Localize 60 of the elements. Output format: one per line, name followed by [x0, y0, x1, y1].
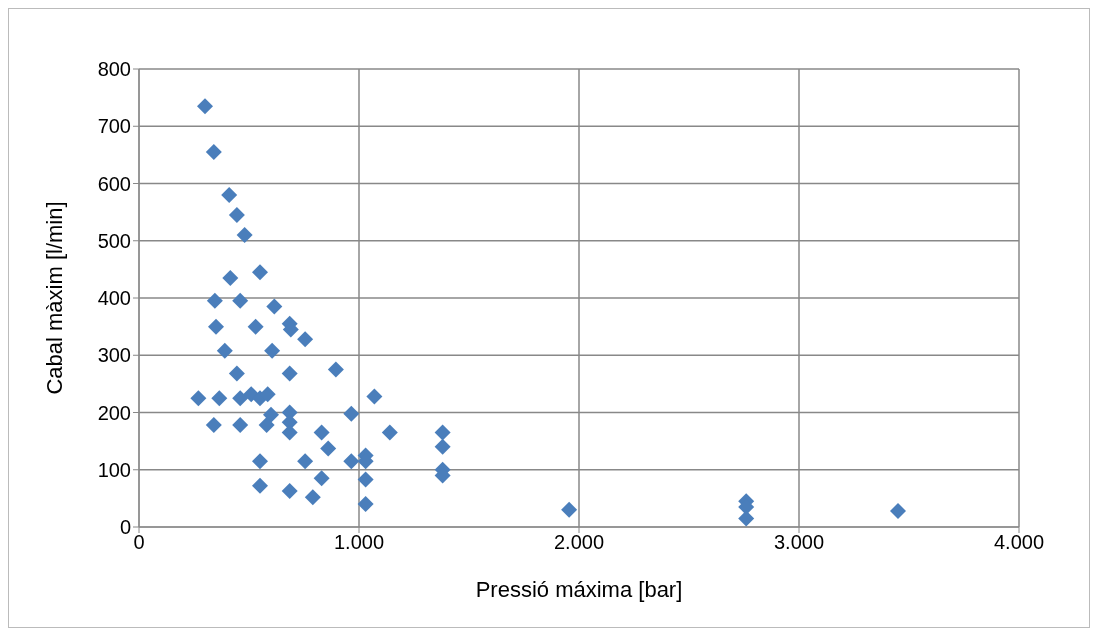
- point: [236, 227, 253, 244]
- point: [252, 264, 268, 281]
- y-tick-label: 100: [97, 458, 131, 481]
- point: [266, 298, 283, 315]
- point: [297, 331, 314, 348]
- point: [890, 502, 906, 519]
- point: [313, 424, 330, 441]
- point: [320, 440, 337, 457]
- point: [343, 405, 360, 422]
- point: [366, 388, 383, 405]
- point: [211, 390, 228, 407]
- point: [206, 292, 223, 309]
- point: [357, 471, 374, 488]
- y-axis-title: Cabal màxim [l/min]: [41, 201, 67, 395]
- y-tick-label: 200: [97, 401, 131, 424]
- point: [222, 269, 239, 286]
- y-tick-label: 600: [97, 172, 131, 195]
- point: [281, 482, 298, 499]
- y-tick-label: 800: [97, 58, 131, 81]
- y-tick-label: 0: [119, 516, 131, 539]
- point: [205, 417, 222, 434]
- x-tick-label: 2.000: [553, 531, 605, 554]
- y-tick-label: 400: [97, 287, 131, 310]
- point: [228, 206, 245, 223]
- point: [252, 477, 268, 494]
- point: [357, 496, 374, 513]
- point: [263, 406, 279, 423]
- point: [738, 510, 755, 527]
- point: [304, 489, 321, 506]
- point: [561, 501, 578, 518]
- x-axis-title: Pressió máxima [bar]: [475, 577, 683, 602]
- point: [258, 417, 275, 434]
- point: [208, 318, 224, 335]
- point: [281, 365, 298, 382]
- point: [247, 318, 264, 335]
- point: [205, 144, 222, 161]
- point: [190, 390, 207, 407]
- point: [228, 365, 245, 382]
- point: [264, 342, 281, 359]
- y-tick-label: 500: [97, 229, 131, 252]
- y-tick-label: 700: [97, 115, 131, 138]
- x-tick-label: 3.000: [773, 531, 825, 554]
- x-tick-label: 4.000: [993, 531, 1045, 554]
- point: [221, 186, 238, 203]
- point: [381, 424, 398, 441]
- y-tick-label: 300: [97, 344, 131, 367]
- x-tick-label: 0: [133, 531, 145, 554]
- point: [252, 453, 268, 470]
- point: [232, 417, 249, 434]
- point: [434, 438, 451, 455]
- point: [313, 470, 330, 487]
- point: [216, 342, 233, 359]
- x-tick-label: 1.000: [333, 531, 385, 554]
- point: [232, 390, 249, 407]
- point: [343, 453, 360, 470]
- point: [327, 361, 344, 378]
- point: [232, 292, 249, 309]
- point: [297, 453, 314, 470]
- point: [434, 424, 451, 441]
- point: [197, 98, 213, 115]
